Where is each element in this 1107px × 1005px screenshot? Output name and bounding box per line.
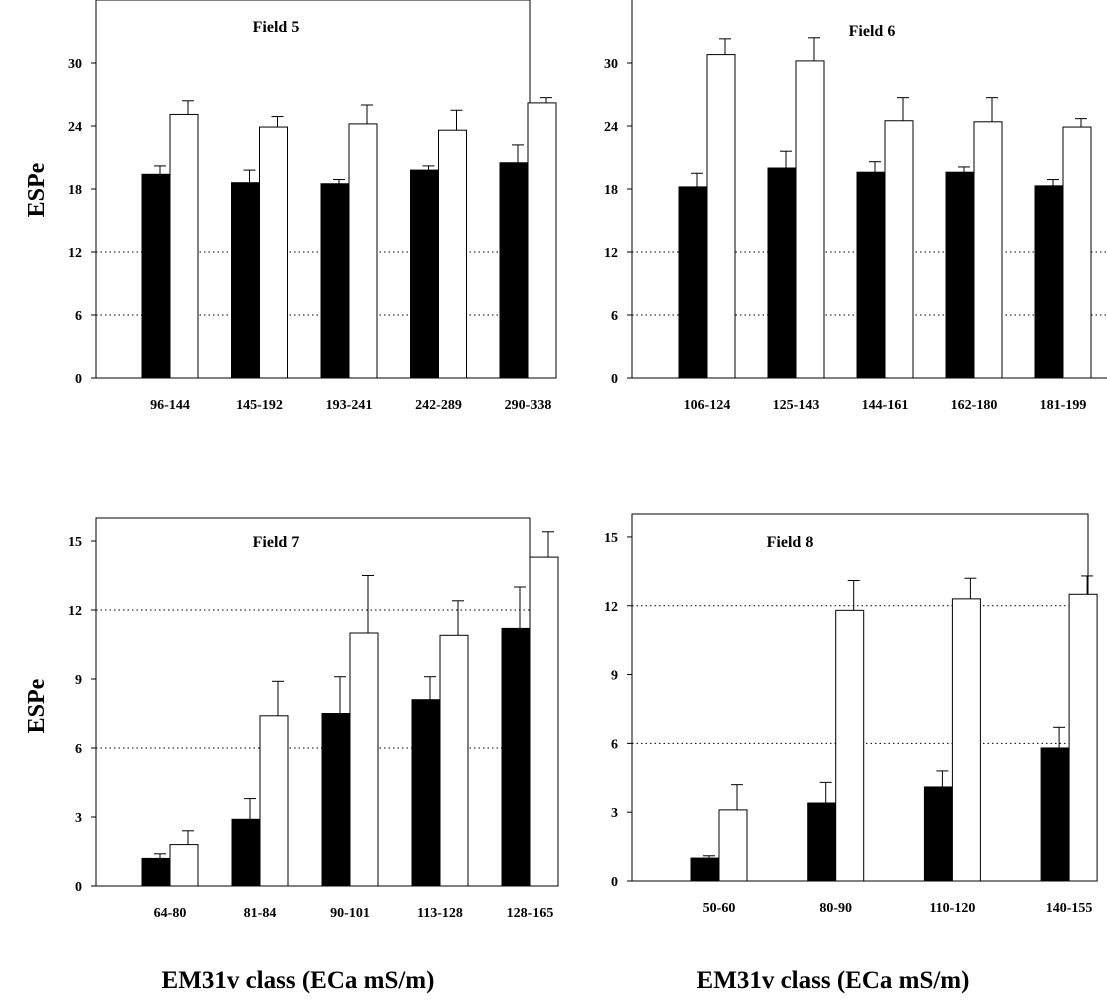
y-tick-label: 30	[68, 57, 82, 72]
bar	[1034, 185, 1064, 379]
y-tick-label: 12	[604, 600, 618, 615]
x-tick-label: 290-338	[505, 398, 552, 413]
chart-panel-1: 0 6 12 18 24 30 Field 5 96-144 145-192 193-241 242…	[68, 0, 557, 413]
x-tick-label: 96-144	[150, 398, 190, 413]
x-tick-label: 181-199	[1040, 398, 1087, 413]
bar	[795, 60, 825, 379]
chart-title: Field 7	[253, 534, 300, 551]
x-tick-label: 64-80	[154, 906, 187, 921]
bar	[718, 809, 748, 882]
bar	[1062, 126, 1092, 379]
chart-panel-2: 0 6 12 18 24 30 Field 6 106-124 125-143 144-161 16…	[604, 0, 1107, 413]
y-tick-label: 6	[75, 309, 82, 324]
y-tick-label: 3	[611, 806, 618, 821]
bar	[945, 171, 975, 379]
x-tick-label: 81-84	[244, 906, 277, 921]
chart-panel-3: 0 3 6 9 12 15 Field 7 64-80 81-84 90-101 113-128 12…	[68, 517, 559, 921]
x-tick-label: 90-101	[330, 906, 370, 921]
bar	[411, 699, 441, 887]
y-tick-label: 9	[611, 669, 618, 684]
y-tick-label: 0	[611, 875, 618, 890]
bar	[320, 183, 350, 379]
y-tick-label: 24	[68, 120, 82, 135]
bar	[259, 126, 288, 379]
y-tick-label: 30	[604, 57, 618, 72]
y-axis-label-bottom: ESPe	[24, 678, 50, 733]
bar	[527, 102, 557, 379]
y-axis-label-top: ESPe	[24, 162, 50, 217]
bar	[439, 634, 469, 887]
y-tick-label: 18	[604, 183, 618, 198]
y-tick-label: 0	[75, 372, 82, 387]
bar	[529, 556, 559, 887]
bar	[348, 123, 378, 379]
x-tick-label: 106-124	[684, 398, 731, 413]
x-tick-label: 162-180	[951, 398, 998, 413]
x-tick-label: 145-192	[236, 398, 283, 413]
bar	[835, 609, 865, 882]
y-tick-label: 3	[75, 811, 82, 826]
y-tick-label: 6	[75, 742, 82, 757]
y-tick-label: 6	[611, 309, 618, 324]
bar	[884, 120, 914, 379]
chart-title: Field 5	[253, 19, 300, 36]
y-tick-label: 9	[75, 673, 82, 688]
x-tick-label: 140-155	[1046, 901, 1093, 916]
bar	[1040, 747, 1070, 882]
y-tick-label: 0	[75, 880, 82, 895]
bar	[951, 598, 981, 882]
bar	[169, 844, 199, 887]
bar	[141, 857, 171, 887]
bar	[349, 632, 379, 887]
chart-title: Field 8	[767, 534, 814, 551]
y-tick-label: 12	[68, 604, 82, 619]
bar	[231, 182, 260, 379]
bar	[1068, 593, 1098, 882]
chart-panel-4: 0 3 6 9 12 15 Field 8 50-60 80-90 110-120 140-155	[604, 513, 1098, 916]
bar	[690, 857, 720, 882]
y-tick-label: 12	[604, 246, 618, 261]
chart-title: Field 6	[849, 23, 896, 40]
bar	[410, 169, 439, 379]
bar	[678, 186, 708, 379]
x-tick-label: 110-120	[929, 901, 975, 916]
y-tick-label: 24	[604, 120, 618, 135]
y-tick-label: 18	[68, 183, 82, 198]
y-tick-label: 15	[604, 531, 618, 546]
bar	[141, 173, 171, 379]
bar	[501, 627, 531, 887]
bar	[169, 113, 199, 379]
bar	[807, 802, 837, 882]
bar	[923, 786, 953, 882]
bar	[231, 818, 261, 887]
bar	[321, 713, 351, 887]
x-tick-label: 80-90	[819, 901, 852, 916]
bar	[499, 162, 529, 379]
y-tick-label: 0	[611, 372, 618, 387]
y-tick-label: 6	[611, 737, 618, 752]
bar	[856, 171, 886, 379]
y-tick-label: 15	[68, 535, 82, 550]
bar	[259, 715, 289, 887]
bar	[973, 121, 1003, 379]
bar	[438, 129, 467, 379]
x-tick-label: 113-128	[417, 906, 463, 921]
x-tick-label: 144-161	[862, 398, 909, 413]
x-axis-label-right: EM31v class (ECa mS/m)	[697, 967, 970, 994]
x-tick-label: 50-60	[703, 901, 736, 916]
x-tick-label: 125-143	[773, 398, 820, 413]
x-axis-label-left: EM31v class (ECa mS/m)	[162, 967, 435, 994]
bar	[706, 54, 736, 379]
x-tick-label: 242-289	[415, 398, 462, 413]
x-tick-label: 193-241	[326, 398, 373, 413]
bar	[767, 167, 797, 379]
y-tick-label: 12	[68, 246, 82, 261]
x-tick-label: 128-165	[507, 906, 554, 921]
